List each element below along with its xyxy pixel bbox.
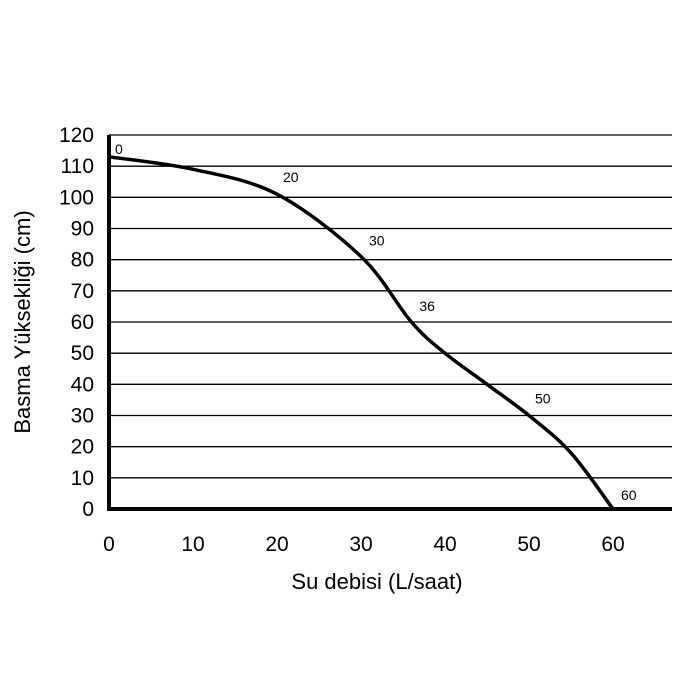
y-tick-label-110: 110 (61, 155, 94, 178)
x-axis-title: Su debisi (L/saat) (291, 569, 462, 594)
x-tick-label-20: 20 (265, 533, 288, 556)
x-tick-labels: 0 10 20 30 40 50 60 (103, 533, 625, 556)
y-tick-label-80: 80 (71, 249, 94, 272)
y-tick-labels: 0 10 20 30 40 50 60 70 80 90 100 110 120 (59, 124, 94, 521)
point-label-20: 20 (283, 169, 299, 185)
y-tick-label-40: 40 (71, 373, 94, 396)
y-tick-label-0: 0 (82, 498, 94, 521)
x-tick-label-30: 30 (349, 533, 372, 556)
x-tick-label-60: 60 (601, 533, 624, 556)
series-line-0 (107, 155, 615, 511)
axes (107, 135, 672, 511)
curve-layer (107, 155, 615, 511)
point-label-0: 0 (115, 141, 123, 157)
point-label-50: 50 (535, 391, 551, 407)
point-label-60: 60 (621, 487, 637, 503)
gridlines (109, 134, 672, 479)
x-tick-label-10: 10 (181, 533, 204, 556)
point-label-36: 36 (419, 298, 435, 314)
y-axis-title: Basma Yüksekliği (cm) (10, 210, 35, 433)
y-tick-label-30: 30 (71, 405, 94, 428)
x-tick-label-0: 0 (103, 533, 115, 556)
y-tick-label-90: 90 (71, 218, 94, 241)
x-tick-label-40: 40 (433, 533, 456, 556)
x-tick-label-50: 50 (517, 533, 540, 556)
point-label-30: 30 (369, 233, 385, 249)
y-tick-label-70: 70 (71, 280, 94, 303)
y-tick-label-60: 60 (71, 311, 94, 334)
y-tick-label-120: 120 (59, 124, 94, 147)
y-tick-label-10: 10 (71, 467, 94, 490)
y-tick-label-100: 100 (59, 186, 94, 209)
point-labels: 0 20 30 36 50 60 (115, 141, 637, 503)
y-tick-label-50: 50 (71, 342, 94, 365)
y-tick-label-20: 20 (71, 436, 94, 459)
